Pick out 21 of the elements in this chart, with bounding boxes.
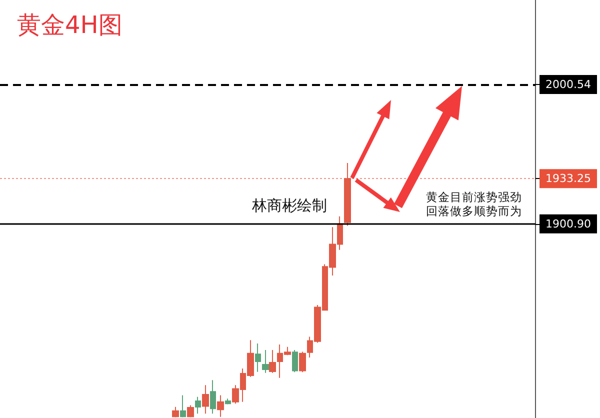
annotation: 回落做多顺势而为 bbox=[426, 204, 522, 218]
candlestick bbox=[262, 350, 269, 374]
y-tick-label: 1900.90 bbox=[546, 217, 592, 230]
candlestick bbox=[172, 406, 179, 418]
candlestick bbox=[202, 384, 209, 414]
candlestick bbox=[299, 351, 306, 373]
candlestick bbox=[217, 394, 224, 418]
candlestick bbox=[225, 398, 231, 405]
candlestick bbox=[292, 350, 298, 373]
annotation: 林商彬绘制 bbox=[251, 196, 327, 214]
text: 黄金4H图 bbox=[17, 11, 122, 39]
candlestick bbox=[255, 342, 261, 372]
candlestick bbox=[195, 396, 201, 414]
candlestick bbox=[180, 394, 186, 418]
candlestick bbox=[210, 380, 216, 414]
annotation: 黄金目前涨势强劲 bbox=[426, 190, 522, 204]
candlestick bbox=[269, 350, 276, 374]
candlestick bbox=[344, 162, 351, 226]
candlestick bbox=[187, 404, 194, 418]
y-tick-label: 1933.25 bbox=[546, 172, 592, 186]
y-tick-label: 2000.54 bbox=[546, 78, 592, 92]
